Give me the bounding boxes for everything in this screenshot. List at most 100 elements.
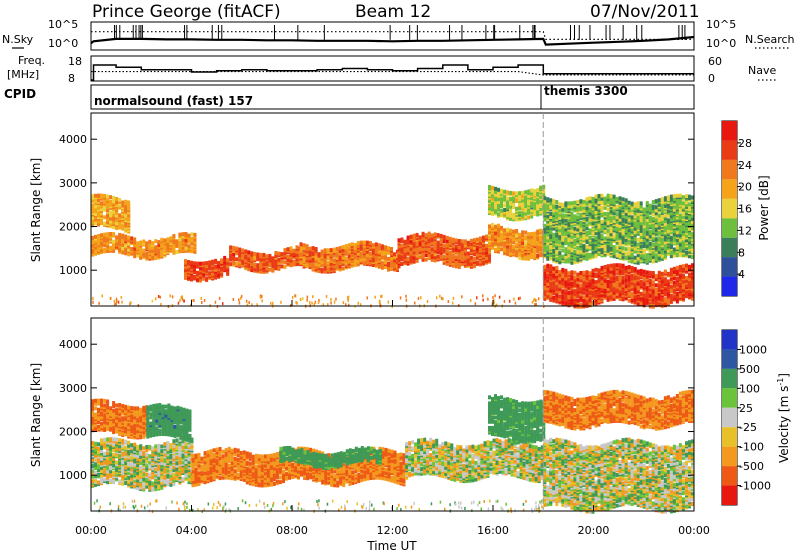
power-cell xyxy=(308,252,312,257)
power-cell xyxy=(639,279,643,284)
power-cell xyxy=(497,228,500,233)
nsky-label: N.Sky xyxy=(2,33,34,46)
power-cell xyxy=(515,238,519,243)
power-cell xyxy=(332,247,336,252)
power-cell xyxy=(145,252,149,256)
power-cell xyxy=(666,282,670,287)
power-cell xyxy=(543,205,547,210)
power-cell xyxy=(268,267,272,272)
power-cell xyxy=(597,232,601,237)
power-cell xyxy=(543,245,547,250)
power-cell xyxy=(567,201,571,206)
power-cell xyxy=(691,275,694,280)
power-cell xyxy=(564,213,568,218)
power-colorbar-segment xyxy=(722,218,737,238)
power-cell xyxy=(109,232,113,236)
power-cell xyxy=(436,245,440,250)
power-cell xyxy=(549,212,553,216)
power-cell xyxy=(675,244,679,249)
velocity-cell xyxy=(94,463,97,468)
power-cell xyxy=(121,203,125,208)
power-cell xyxy=(454,259,458,264)
power-cell xyxy=(585,238,589,243)
power-cell xyxy=(344,244,348,249)
power-cell xyxy=(561,227,565,232)
power-cell xyxy=(630,215,634,220)
power-cell xyxy=(570,270,574,275)
power-cell xyxy=(600,233,604,238)
power-cell xyxy=(121,233,125,238)
power-cell xyxy=(564,201,568,206)
power-cell xyxy=(380,261,384,266)
power-cell xyxy=(543,196,547,201)
power-cell xyxy=(570,294,574,299)
power-cell xyxy=(424,233,428,238)
power-speckle xyxy=(381,294,383,298)
power-cell xyxy=(639,238,643,243)
power-speckle xyxy=(115,297,118,301)
power-cell xyxy=(166,237,170,242)
power-cell xyxy=(573,238,577,243)
power-cell xyxy=(636,301,640,306)
power-cell xyxy=(277,251,281,256)
power-colorbar-segment xyxy=(722,159,737,180)
power-cell xyxy=(609,215,613,220)
power-colorbar-segment xyxy=(722,121,737,141)
power-cell xyxy=(621,288,625,293)
power-cell xyxy=(512,212,516,217)
power-cell xyxy=(606,264,610,269)
power-cell xyxy=(491,222,494,227)
nave-label: Nave xyxy=(748,64,776,77)
power-cell xyxy=(365,240,369,245)
power-cell xyxy=(421,231,425,236)
power-cell xyxy=(265,260,269,265)
power-cell xyxy=(688,264,691,269)
station-title: Prince George (fitACF) xyxy=(92,2,281,22)
power-cell xyxy=(506,232,510,237)
power-speckle xyxy=(291,296,294,300)
power-cell xyxy=(552,266,556,271)
power-cell xyxy=(478,236,482,241)
power-cell xyxy=(688,243,691,248)
power-cell xyxy=(539,194,543,199)
power-cell xyxy=(115,197,119,201)
power-cell xyxy=(594,298,598,303)
power-cell xyxy=(546,282,550,286)
power-cell xyxy=(469,261,473,266)
power-cell xyxy=(669,280,673,284)
power-cell xyxy=(615,275,619,280)
power-cell xyxy=(654,237,658,242)
power-cell xyxy=(106,232,110,237)
power-cell xyxy=(280,258,284,263)
power-cell xyxy=(91,198,94,203)
power-cell xyxy=(645,253,649,258)
power-cell xyxy=(145,241,149,246)
power-cell xyxy=(445,248,449,253)
power-cell xyxy=(160,237,164,242)
power-colorbar-segment xyxy=(722,140,737,160)
power-cell xyxy=(488,185,491,189)
power-cell xyxy=(594,292,598,297)
power-cell xyxy=(672,266,676,271)
power-cell xyxy=(115,213,119,218)
power-cell xyxy=(380,264,384,269)
power-cell xyxy=(157,240,161,245)
power-speckle xyxy=(169,294,171,298)
power-cell xyxy=(555,281,559,286)
power-cell xyxy=(651,258,655,262)
power-cell xyxy=(384,259,387,263)
power-cell xyxy=(549,224,553,229)
power-speckle xyxy=(130,301,132,305)
power-cell xyxy=(160,243,164,248)
power-speckle xyxy=(259,295,262,299)
power-cell xyxy=(271,256,275,261)
power-cell xyxy=(118,232,122,237)
power-cell xyxy=(585,223,589,228)
power-cell xyxy=(187,260,190,264)
power-speckle xyxy=(92,297,94,301)
power-cell xyxy=(603,244,607,248)
power-cell xyxy=(448,261,452,266)
power-cell xyxy=(368,256,372,261)
power-cell xyxy=(561,213,565,218)
power-cell xyxy=(669,226,673,231)
